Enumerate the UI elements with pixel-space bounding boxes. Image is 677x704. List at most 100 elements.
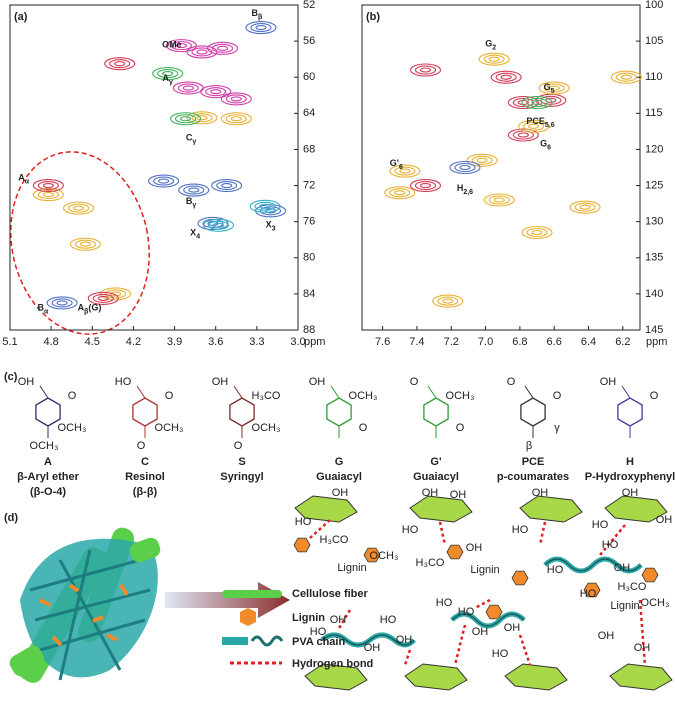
- contour-line: [414, 181, 437, 191]
- contour-line: [42, 192, 54, 198]
- lignin-unit: [641, 567, 659, 583]
- schematic-label: OH: [598, 630, 615, 642]
- contour-line: [69, 237, 101, 251]
- bond: [233, 385, 243, 399]
- contour-line: [32, 188, 64, 202]
- peak-label: Aβ(G): [78, 303, 102, 315]
- contour-line: [87, 291, 119, 305]
- contour-line: [183, 185, 205, 195]
- atom-label: OH: [600, 376, 617, 388]
- schematic-label: OH: [364, 642, 381, 654]
- contour-peak: [87, 291, 119, 305]
- schematic-label: HO: [295, 516, 312, 528]
- contour-line: [196, 115, 208, 121]
- lignin-unit: [293, 537, 311, 553]
- contour-line: [255, 25, 267, 31]
- contour-line: [212, 43, 234, 53]
- contour-line: [531, 99, 543, 106]
- contour-line: [543, 83, 565, 93]
- contour-line: [615, 72, 637, 82]
- y-tick-label: 76: [303, 216, 315, 228]
- contour-peak: [245, 21, 277, 35]
- structure-name: Guaiacyl: [413, 471, 459, 483]
- contour-line: [182, 85, 194, 91]
- x-tick-label: 5.1: [2, 336, 17, 348]
- lignin-unit: [446, 544, 464, 560]
- contour-line: [399, 168, 411, 174]
- contour-line: [217, 45, 229, 51]
- label-text: PCE: [526, 116, 545, 126]
- contour-line: [483, 54, 505, 64]
- legend-text: Cellulose fiber: [292, 588, 369, 600]
- composite-bundle: [9, 527, 161, 683]
- pva-chain-core: [544, 558, 642, 572]
- hydrogen-bond: [474, 598, 491, 610]
- contour-line: [548, 85, 560, 91]
- y-tick-label: 110: [645, 71, 663, 83]
- structure-name: β-Aryl ether: [17, 471, 79, 483]
- contour-line: [250, 23, 272, 33]
- peak-label: X4: [190, 228, 200, 240]
- schematic-label: OCH₃: [370, 550, 399, 562]
- atom-label: O: [650, 390, 659, 402]
- x-tick-label: 7.0: [478, 336, 493, 348]
- hydrogen-bond: [309, 519, 331, 539]
- contour-peak: [32, 179, 64, 193]
- peak-label: Bβ: [251, 8, 263, 20]
- label-text: C: [186, 133, 193, 143]
- schematic-label: HO: [436, 597, 453, 609]
- label-sub: 5,6: [545, 122, 555, 129]
- atom-label: OCH₃: [155, 422, 184, 434]
- peak-label: X3: [266, 220, 276, 232]
- contour-line: [174, 114, 197, 124]
- atom-label: OCH₃: [349, 390, 378, 402]
- label-text: X: [190, 228, 196, 238]
- x-tick-label: 3.3: [249, 336, 264, 348]
- x-tick-label: 7.2: [444, 336, 459, 348]
- label-sub: β: [84, 308, 89, 315]
- contour-peak: [202, 218, 235, 232]
- lignin-unit: [511, 570, 529, 586]
- structure-code: A: [44, 456, 52, 468]
- contour-line: [63, 201, 95, 215]
- contour-peak: [521, 225, 553, 240]
- contour-line: [220, 92, 252, 106]
- contour-line: [162, 71, 174, 77]
- x-tick-label: 3.0: [290, 336, 305, 348]
- x-tick-label: 6.4: [581, 336, 596, 348]
- structure-code: S: [238, 456, 245, 468]
- schematic-label: OH: [330, 614, 347, 626]
- label-sub: γ: [192, 138, 196, 145]
- contour-line: [384, 186, 416, 200]
- schematic-label: OH: [332, 487, 349, 499]
- label-sub: 4: [196, 233, 200, 240]
- schematic-label: Lignin: [470, 564, 499, 576]
- atom-label: O: [68, 390, 77, 402]
- contour-line: [414, 65, 437, 75]
- lignin-unit: [583, 582, 601, 598]
- schematic-label: HO: [512, 524, 529, 536]
- atom-label: O: [410, 376, 419, 388]
- contour-peak: [207, 41, 239, 55]
- contour-line: [521, 95, 553, 110]
- label-sub: α: [44, 308, 49, 315]
- label-text: G': [390, 158, 399, 168]
- contour-peak: [490, 70, 522, 84]
- contour-line: [153, 176, 175, 186]
- schematic-label: HO: [492, 648, 509, 660]
- contour-line: [483, 193, 515, 207]
- label-text: G: [540, 139, 547, 149]
- contour-line: [68, 203, 90, 213]
- schematic-label: OH: [472, 626, 489, 638]
- contour-line: [210, 89, 222, 95]
- y-tick-label: 140: [645, 288, 663, 300]
- process-arrow: [165, 582, 290, 618]
- contour-peak: [100, 287, 132, 301]
- label-sub: 2: [492, 45, 496, 52]
- atom-label: O: [507, 376, 516, 388]
- contour-line: [437, 296, 459, 306]
- contour-line: [109, 59, 131, 69]
- lignin-unit: [485, 604, 503, 620]
- contour-line: [220, 112, 252, 126]
- bond: [136, 385, 146, 399]
